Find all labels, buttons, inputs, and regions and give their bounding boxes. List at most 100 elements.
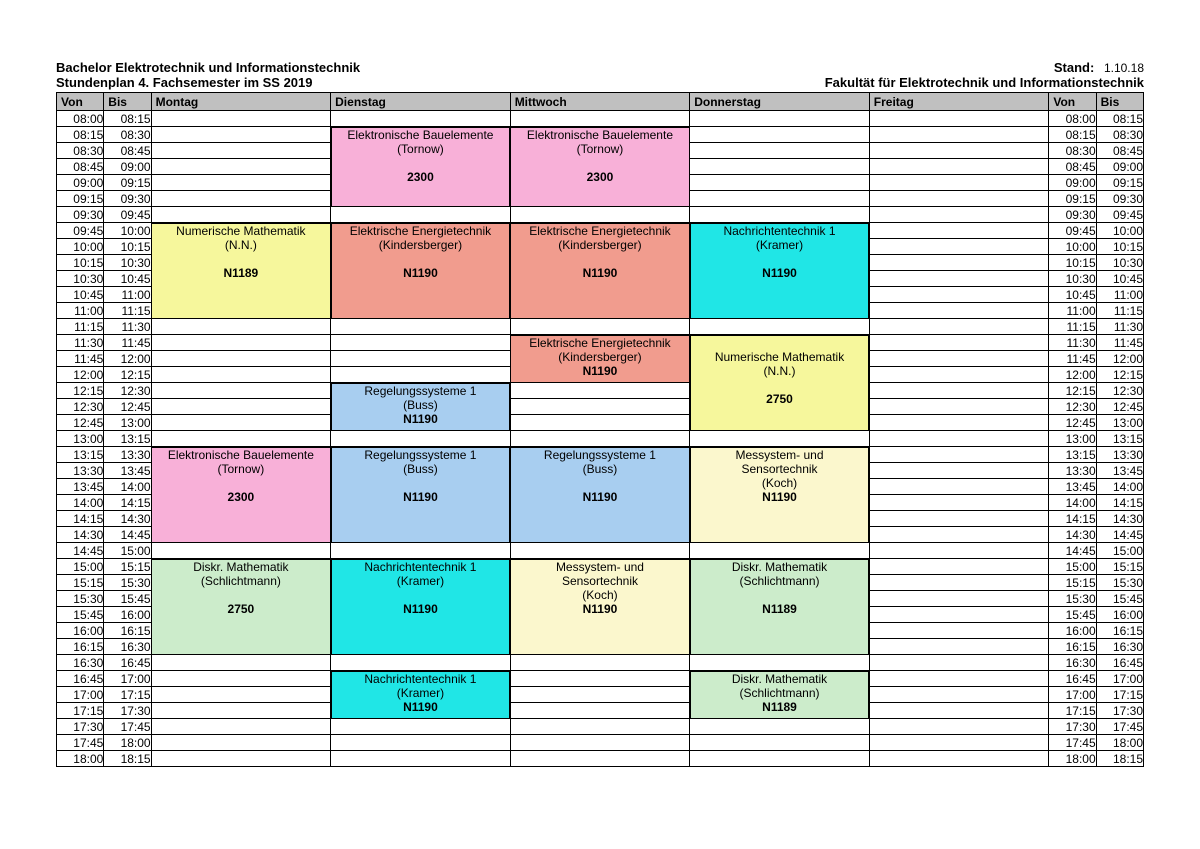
course-line: (Buss)	[332, 398, 510, 412]
grid-cell	[869, 431, 1049, 447]
time-von-right: 09:00	[1049, 175, 1096, 191]
grid-cell	[510, 415, 690, 431]
time-bis-right: 10:15	[1096, 239, 1143, 255]
time-bis-right: 11:45	[1096, 335, 1143, 351]
course-line	[332, 252, 510, 266]
time-von-left: 11:15	[57, 319, 104, 335]
time-von-left: 14:30	[57, 527, 104, 543]
course-block: Regelungssysteme 1(Buss)N1190	[331, 383, 511, 431]
grid-cell	[869, 143, 1049, 159]
course-room: N1189	[691, 700, 869, 714]
course-room: N1190	[511, 490, 689, 504]
time-bis-left: 14:45	[104, 527, 151, 543]
grid-cell	[869, 527, 1049, 543]
time-von-left: 14:45	[57, 543, 104, 559]
col-day-4: Freitag	[869, 93, 1049, 111]
grid-cell	[869, 287, 1049, 303]
time-bis-left: 09:45	[104, 207, 151, 223]
grid-cell	[331, 719, 511, 735]
course-line: Elektronische Bauelemente	[511, 128, 689, 142]
time-von-right: 09:30	[1049, 207, 1096, 223]
time-von-right: 14:30	[1049, 527, 1096, 543]
course-line	[691, 588, 869, 602]
time-von-right: 11:15	[1049, 319, 1096, 335]
course-line: (Buss)	[511, 462, 689, 476]
time-bis-right: 18:15	[1096, 751, 1143, 767]
time-bis-right: 11:15	[1096, 303, 1143, 319]
course-room: N1190	[332, 490, 510, 504]
course-line	[511, 476, 689, 490]
course-line	[152, 476, 330, 490]
col-day-0: Montag	[151, 93, 331, 111]
course-block: Messystem- undSensortechnik(Koch)N1190	[690, 447, 870, 543]
time-von-right: 13:00	[1049, 431, 1096, 447]
time-bis-left: 13:45	[104, 463, 151, 479]
time-bis-right: 15:15	[1096, 559, 1143, 575]
time-von-right: 12:15	[1049, 383, 1096, 399]
grid-cell	[331, 111, 511, 127]
time-bis-left: 08:30	[104, 127, 151, 143]
course-room: N1190	[332, 700, 510, 714]
grid-cell	[690, 751, 870, 767]
course-line	[332, 156, 510, 170]
grid-cell	[869, 223, 1049, 239]
time-row: 12:4513:0012:4513:00	[57, 415, 1144, 431]
time-bis-left: 15:30	[104, 575, 151, 591]
time-von-left: 16:00	[57, 623, 104, 639]
time-bis-right: 09:00	[1096, 159, 1143, 175]
time-von-left: 11:00	[57, 303, 104, 319]
grid-cell	[869, 591, 1049, 607]
time-bis-right: 14:45	[1096, 527, 1143, 543]
time-row: 08:0008:1508:0008:15	[57, 111, 1144, 127]
time-von-left: 09:15	[57, 191, 104, 207]
time-bis-left: 10:30	[104, 255, 151, 271]
grid-cell	[151, 415, 331, 431]
grid-cell	[331, 543, 511, 559]
time-bis-right: 12:30	[1096, 383, 1143, 399]
grid-cell	[690, 655, 870, 671]
col-day-2: Mittwoch	[510, 93, 690, 111]
time-bis-left: 14:00	[104, 479, 151, 495]
grid-cell	[151, 703, 331, 719]
time-bis-right: 10:30	[1096, 255, 1143, 271]
time-bis-left: 11:15	[104, 303, 151, 319]
time-von-right: 10:45	[1049, 287, 1096, 303]
grid-cell	[151, 319, 331, 335]
time-bis-right: 08:30	[1096, 127, 1143, 143]
course-line: Regelungssysteme 1	[332, 384, 510, 398]
grid-cell	[151, 751, 331, 767]
time-von-left: 16:30	[57, 655, 104, 671]
time-von-left: 16:15	[57, 639, 104, 655]
course-block: Messystem- undSensortechnik(Koch)N1190	[510, 559, 690, 655]
grid-cell	[869, 575, 1049, 591]
grid-cell	[151, 671, 331, 687]
course-line: Regelungssysteme 1	[332, 448, 510, 462]
grid-cell	[151, 175, 331, 191]
course-room: 2300	[152, 490, 330, 504]
time-row: 12:1512:3012:1512:30	[57, 383, 1144, 399]
grid-cell	[510, 383, 690, 399]
grid-cell	[869, 159, 1049, 175]
grid-cell	[690, 191, 870, 207]
time-bis-right: 17:15	[1096, 687, 1143, 703]
grid-cell	[151, 383, 331, 399]
grid-cell	[151, 735, 331, 751]
time-von-right: 13:45	[1049, 479, 1096, 495]
time-bis-right: 10:00	[1096, 223, 1143, 239]
grid-cell	[690, 319, 870, 335]
course-line	[691, 252, 869, 266]
time-von-left: 14:15	[57, 511, 104, 527]
time-bis-right: 12:00	[1096, 351, 1143, 367]
time-von-left: 12:30	[57, 399, 104, 415]
time-bis-left: 18:00	[104, 735, 151, 751]
course-block: Nachrichtentechnik 1(Kramer)N1190	[331, 671, 511, 719]
course-line: Nachrichtentechnik 1	[332, 672, 510, 686]
time-bis-left: 09:00	[104, 159, 151, 175]
grid-cell	[869, 335, 1049, 351]
grid-cell	[510, 671, 690, 687]
grid-cell	[869, 191, 1049, 207]
course-line: (N.N.)	[691, 364, 869, 378]
course-line: Numerische Mathematik	[152, 224, 330, 238]
time-row: 17:3017:4517:3017:45	[57, 719, 1144, 735]
course-line	[332, 476, 510, 490]
